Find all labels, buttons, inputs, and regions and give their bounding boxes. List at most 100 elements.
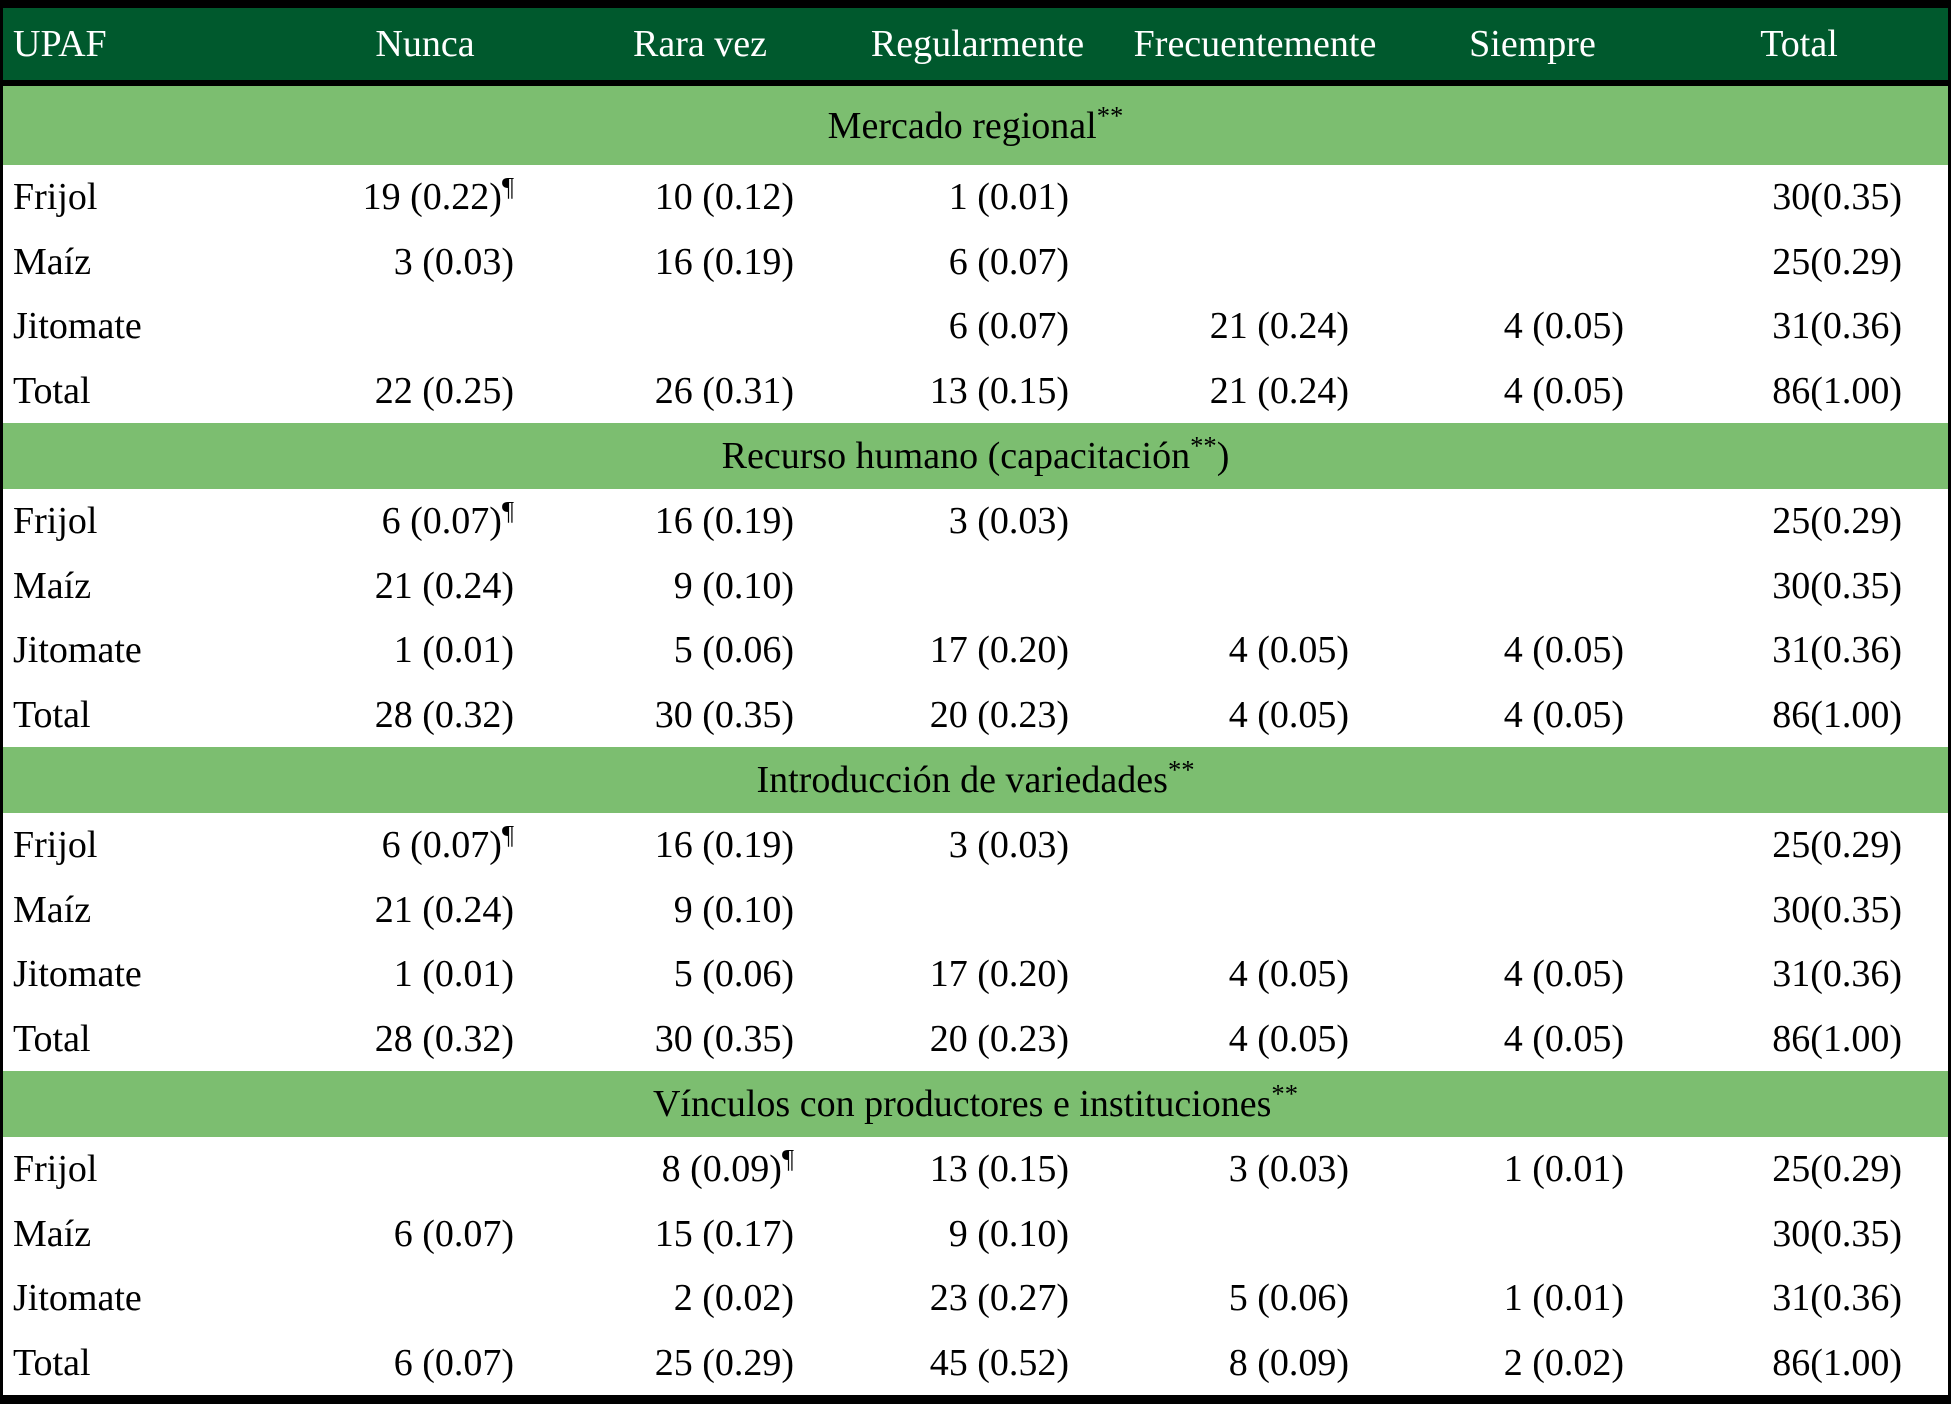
pilcrow-footnote-marker: ¶ — [781, 1143, 794, 1174]
table-row: Total 28 (0.32) 30 (0.35) 20 (0.23) 4 (0.05)… — [3, 683, 1948, 748]
table-header-row: UPAF Nunca Rara vez Regularmente Frecuen… — [3, 8, 1948, 80]
cell: 86(1.00) — [1772, 369, 1902, 412]
cell: 2 (0.02) — [1503, 1341, 1624, 1384]
cell: 86(1.00) — [1772, 1341, 1902, 1384]
cell: 20 (0.23) — [929, 693, 1069, 736]
cell: 21 (0.24) — [1209, 369, 1349, 412]
cell: 5 (0.06) — [1228, 1277, 1349, 1320]
table-row: Frijol 6 (0.07)¶ 16 (0.19) 3 (0.03) 25(0.29) — [3, 813, 1948, 878]
cell: 8 (0.09) — [1228, 1341, 1349, 1384]
cell: 6 (0.07) — [948, 305, 1069, 348]
section-title: Recurso humano (capacitación**) — [721, 430, 1230, 477]
row-label: Frijol — [13, 1148, 98, 1191]
cell: 21 (0.24) — [1209, 305, 1349, 348]
row-label: Maíz — [13, 1212, 92, 1255]
table-row: Maíz 21 (0.24) 9 (0.10) 30(0.35) — [3, 878, 1948, 943]
row-label: Jitomate — [13, 629, 142, 672]
significance-marker: ** — [1167, 754, 1195, 785]
table-bottom-border — [3, 1395, 1948, 1404]
cell: 31(0.36) — [1772, 629, 1902, 672]
cell: 15 (0.17) — [654, 1212, 794, 1255]
table-row: Jitomate 6 (0.07) 21 (0.24) 4 (0.05) 31(0.36… — [3, 294, 1948, 359]
header-divider — [3, 80, 1948, 86]
pilcrow-footnote-marker: ¶ — [501, 819, 514, 850]
cell: 9 (0.10) — [673, 888, 794, 931]
table-row: Total 6 (0.07) 25 (0.29) 45 (0.52) 8 (0.09) 2… — [3, 1331, 1948, 1396]
cell: 22 (0.25) — [374, 369, 514, 412]
column-header-total: Total — [1760, 23, 1838, 65]
pilcrow-footnote-marker: ¶ — [501, 171, 514, 202]
cell: 3 (0.03) — [948, 824, 1069, 867]
cell: 10 (0.12) — [654, 176, 794, 219]
cell: 4 (0.05) — [1228, 693, 1349, 736]
row-label: Total — [13, 1017, 91, 1060]
cell: 13 (0.15) — [929, 369, 1069, 412]
significance-marker: ** — [1190, 430, 1217, 461]
row-label: Frijol — [13, 176, 98, 219]
cell: 31(0.36) — [1772, 1277, 1902, 1320]
column-header-rara-vez: Rara vez — [633, 23, 767, 65]
cell: 4 (0.05) — [1503, 629, 1624, 672]
cell: 6 (0.07) — [948, 240, 1069, 283]
section-title: Mercado regional** — [827, 99, 1124, 147]
cell: 30(0.35) — [1772, 888, 1902, 931]
section-band: Mercado regional** — [3, 86, 1948, 165]
column-header-nunca: Nunca — [375, 23, 475, 65]
cell: 16 (0.19) — [654, 240, 794, 283]
cell: 25(0.29) — [1772, 500, 1902, 543]
cell: 1 (0.01) — [393, 629, 514, 672]
cell: 4 (0.05) — [1503, 953, 1624, 996]
cell: 9 (0.10) — [673, 564, 794, 607]
cell: 30 (0.35) — [654, 693, 794, 736]
table-body: Mercado regional** Frijol 19 (0.22)¶ 10 (0.… — [3, 86, 1948, 1395]
table-row: Jitomate 1 (0.01) 5 (0.06) 17 (0.20) 4 (0.05… — [3, 618, 1948, 683]
cell: 6 (0.07)¶ — [381, 495, 514, 543]
cell: 16 (0.19) — [654, 500, 794, 543]
column-header-regularmente: Regularmente — [870, 23, 1085, 65]
row-label: Total — [13, 369, 91, 412]
row-label: Maíz — [13, 564, 92, 607]
cell: 30(0.35) — [1772, 1212, 1902, 1255]
cell: 25(0.29) — [1772, 1148, 1902, 1191]
cell: 8 (0.09)¶ — [661, 1143, 794, 1191]
cell: 1 (0.01) — [1503, 1277, 1624, 1320]
table-row: Maíz 6 (0.07) 15 (0.17) 9 (0.10) 30(0.35) — [3, 1202, 1948, 1267]
row-label: Maíz — [13, 240, 92, 283]
table-row: Jitomate 1 (0.01) 5 (0.06) 17 (0.20) 4 (0.05… — [3, 942, 1948, 1007]
row-label: Jitomate — [13, 305, 142, 348]
cell: 4 (0.05) — [1503, 1017, 1624, 1060]
cell: 25 (0.29) — [654, 1341, 794, 1384]
cell: 4 (0.05) — [1228, 629, 1349, 672]
cell: 13 (0.15) — [929, 1148, 1069, 1191]
cell: 6 (0.07) — [393, 1212, 514, 1255]
cell: 26 (0.31) — [654, 369, 794, 412]
cell: 21 (0.24) — [374, 888, 514, 931]
significance-marker: ** — [1096, 99, 1124, 130]
row-label: Jitomate — [13, 1277, 142, 1320]
cell: 17 (0.20) — [929, 629, 1069, 672]
table-row: Maíz 3 (0.03) 16 (0.19) 6 (0.07) 25(0.29) — [3, 230, 1948, 295]
cell: 30 (0.35) — [654, 1017, 794, 1060]
cell: 3 (0.03) — [393, 240, 514, 283]
cell: 3 (0.03) — [948, 500, 1069, 543]
row-label: Total — [13, 693, 91, 736]
cell: 3 (0.03) — [1228, 1148, 1349, 1191]
row-label: Maíz — [13, 888, 92, 931]
cell: 4 (0.05) — [1228, 953, 1349, 996]
pilcrow-footnote-marker: ¶ — [501, 495, 514, 526]
section-title: Vínculos con productores e instituciones… — [652, 1078, 1299, 1125]
cell: 31(0.36) — [1772, 305, 1902, 348]
cell: 6 (0.07) — [393, 1341, 514, 1384]
table-row: Frijol 8 (0.09)¶ 13 (0.15) 3 (0.03) 1 (0.01)… — [3, 1137, 1948, 1202]
cell: 1 (0.01) — [1503, 1148, 1624, 1191]
cell: 16 (0.19) — [654, 824, 794, 867]
table-row: Total 22 (0.25) 26 (0.31) 13 (0.15) 21 (0.24… — [3, 359, 1948, 424]
cell: 31(0.36) — [1772, 953, 1902, 996]
cell: 1 (0.01) — [948, 176, 1069, 219]
cell: 86(1.00) — [1772, 693, 1902, 736]
cell: 30(0.35) — [1772, 176, 1902, 219]
table-row: Jitomate 2 (0.02) 23 (0.27) 5 (0.06) 1 (0.01… — [3, 1266, 1948, 1331]
cell: 23 (0.27) — [929, 1277, 1069, 1320]
cell: 9 (0.10) — [948, 1212, 1069, 1255]
section-band: Recurso humano (capacitación**) — [3, 423, 1948, 489]
